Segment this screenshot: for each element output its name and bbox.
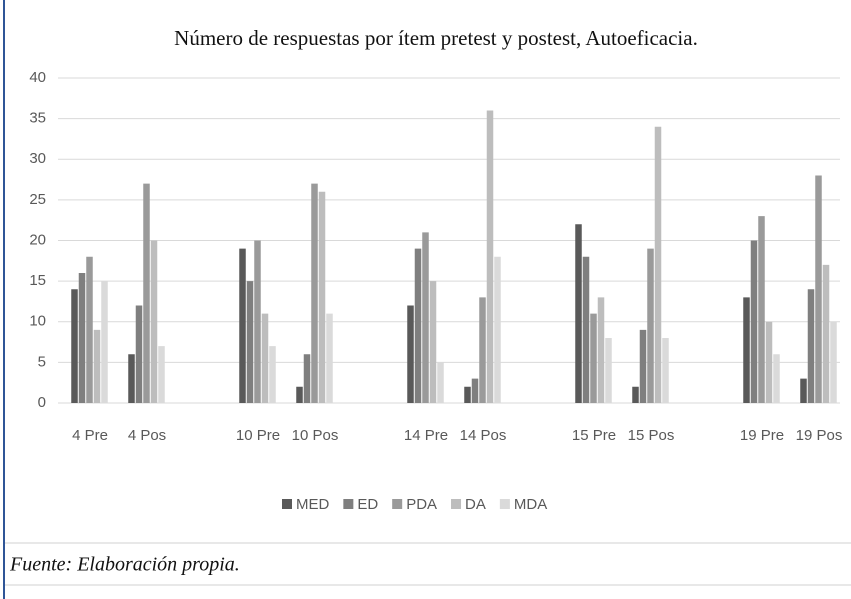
bar	[296, 386, 303, 403]
y-tick-label: 5	[38, 353, 46, 370]
legend-label: MED	[296, 496, 330, 513]
bar	[464, 386, 471, 403]
bar	[407, 305, 414, 403]
y-tick-label: 10	[29, 313, 46, 330]
bar	[662, 338, 669, 403]
x-tick-label: 14 Pos	[460, 427, 507, 444]
y-tick-label: 35	[29, 110, 46, 127]
bar	[605, 338, 612, 403]
y-tick-label: 15	[29, 272, 46, 289]
x-tick-label: 15 Pos	[628, 427, 675, 444]
legend-label: ED	[357, 496, 378, 513]
bar	[150, 240, 158, 403]
bar	[471, 378, 479, 403]
bar	[632, 386, 639, 403]
bar	[269, 346, 276, 403]
bar	[590, 313, 597, 403]
bar	[807, 289, 815, 403]
bar	[101, 281, 108, 403]
legend-label: PDA	[406, 496, 437, 513]
bar	[414, 248, 422, 403]
bar	[158, 346, 165, 403]
bar	[479, 297, 486, 403]
y-tick-label: 30	[29, 150, 46, 167]
legend-label: DA	[465, 496, 486, 513]
bar	[437, 362, 444, 403]
bar	[597, 297, 605, 403]
bar	[86, 256, 93, 403]
x-tick-label: 19 Pre	[740, 427, 784, 444]
legend-label: MDA	[514, 496, 547, 513]
bar	[246, 281, 254, 403]
legend-swatch	[451, 499, 462, 509]
bar	[78, 273, 86, 403]
x-tick-label: 15 Pre	[572, 427, 616, 444]
bar	[143, 183, 150, 403]
x-tick-label: 10 Pos	[292, 427, 339, 444]
y-tick-label: 25	[29, 191, 46, 208]
x-tick-label: 10 Pre	[236, 427, 280, 444]
x-tick-label: 14 Pre	[404, 427, 448, 444]
bar	[743, 297, 750, 403]
legend-swatch	[282, 499, 292, 509]
bar	[575, 224, 582, 403]
bar	[647, 248, 654, 403]
bar	[135, 305, 143, 403]
bar	[261, 313, 269, 403]
bar	[128, 354, 135, 403]
bar	[822, 264, 830, 403]
bar	[318, 191, 326, 403]
bar	[830, 321, 837, 403]
bar	[815, 175, 822, 403]
bar	[254, 240, 261, 403]
y-tick-label: 20	[29, 231, 46, 248]
bar	[303, 354, 311, 403]
legend-swatch	[343, 499, 354, 509]
bar	[582, 256, 590, 403]
bar	[773, 354, 780, 403]
bar	[486, 110, 494, 403]
bar	[311, 183, 318, 403]
source-note: Fuente: Elaboración propia.	[9, 554, 240, 576]
y-tick-label: 0	[38, 394, 46, 411]
legend-swatch	[499, 499, 510, 509]
x-tick-label: 4 Pos	[128, 427, 166, 444]
x-tick-label: 19 Pos	[796, 427, 843, 444]
bar	[429, 281, 437, 403]
bar	[758, 216, 765, 403]
bar	[239, 248, 246, 403]
bar	[639, 329, 647, 403]
y-tick-label: 40	[29, 69, 46, 86]
x-tick-label: 4 Pre	[72, 427, 108, 444]
bar	[654, 126, 662, 403]
bar	[71, 289, 78, 403]
legend-swatch	[392, 499, 403, 509]
bar	[93, 329, 101, 403]
chart-title: Número de respuestas por ítem pretest y …	[174, 26, 698, 50]
bar	[326, 313, 333, 403]
bar	[800, 378, 807, 403]
bar	[750, 240, 758, 403]
bar	[765, 321, 773, 403]
bar	[422, 232, 429, 403]
bar	[494, 256, 501, 403]
